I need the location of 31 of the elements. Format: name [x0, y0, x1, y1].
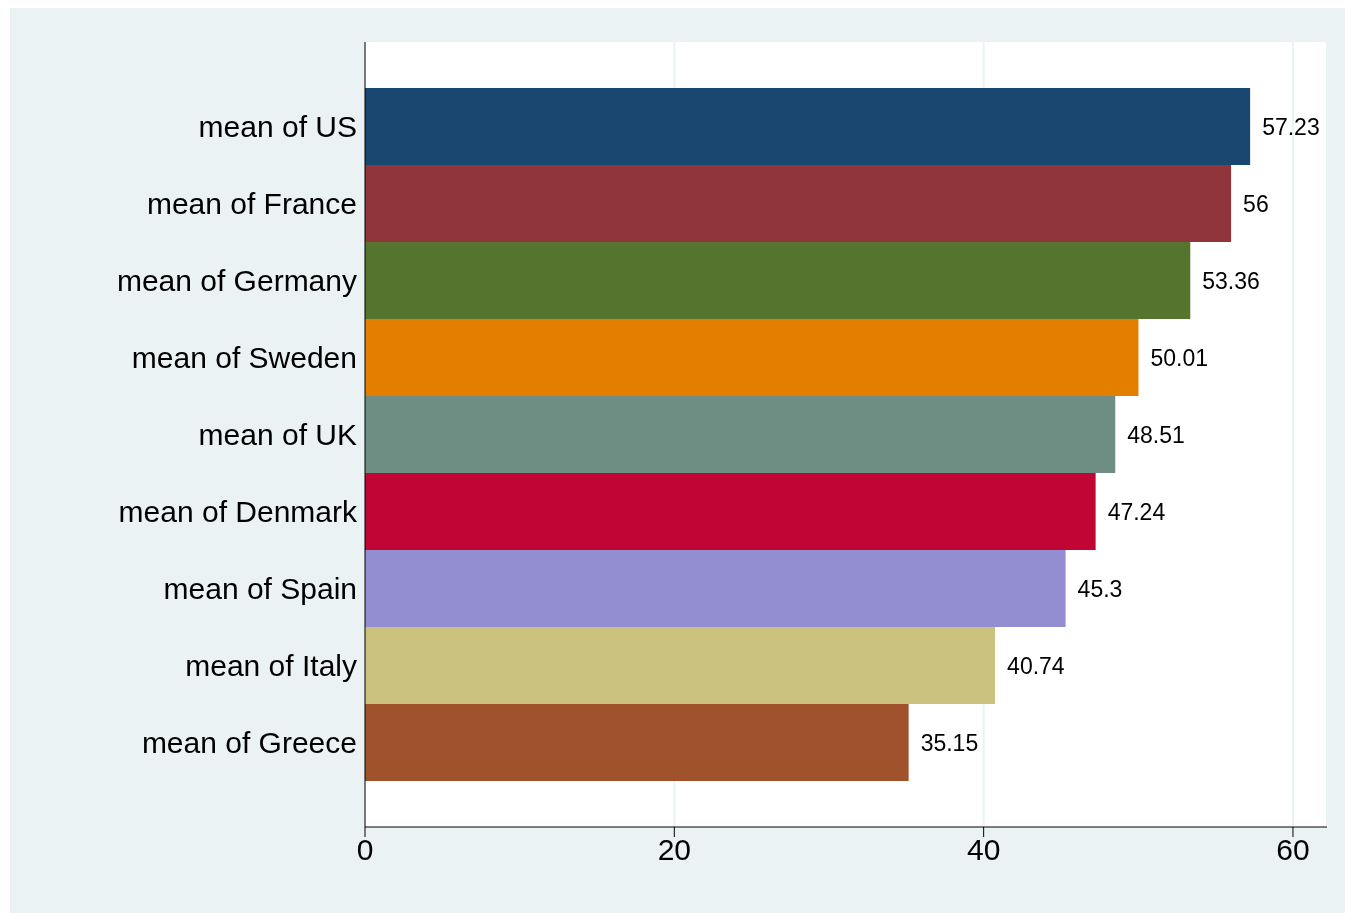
data-label: 48.51	[1127, 421, 1185, 448]
x-tick-label: 40	[966, 833, 1001, 867]
bar	[365, 550, 1066, 627]
data-label: 47.24	[1107, 498, 1166, 525]
y-tick-label: mean of Germany	[116, 264, 357, 298]
y-tick-label: mean of Italy	[185, 649, 357, 683]
bar	[365, 396, 1116, 473]
bar	[365, 165, 1232, 242]
data-label: 53.36	[1202, 267, 1260, 294]
x-tick-label: 0	[356, 833, 374, 867]
y-tick-label: mean of Spain	[163, 572, 357, 606]
data-label: 50.01	[1150, 344, 1209, 371]
y-tick-label: mean of UK	[198, 418, 357, 452]
y-tick-label: mean of Sweden	[131, 341, 357, 375]
data-label: 40.74	[1007, 652, 1065, 679]
data-label: 45.3	[1077, 575, 1123, 602]
bar	[365, 88, 1251, 165]
y-tick-label: mean of Greece	[141, 726, 357, 760]
bar	[365, 319, 1139, 396]
bar	[365, 704, 909, 781]
x-tick-label: 20	[657, 833, 692, 867]
data-label: 57.23	[1262, 113, 1320, 140]
y-tick-label: mean of France	[146, 187, 357, 221]
y-tick-label: mean of Denmark	[118, 495, 358, 529]
y-tick-label: mean of US	[198, 110, 357, 144]
x-tick-label: 60	[1276, 833, 1310, 867]
data-label: 35.15	[920, 729, 979, 756]
data-label: 56	[1243, 190, 1269, 217]
bar	[365, 627, 996, 704]
bar	[365, 242, 1191, 319]
bar	[365, 473, 1096, 550]
